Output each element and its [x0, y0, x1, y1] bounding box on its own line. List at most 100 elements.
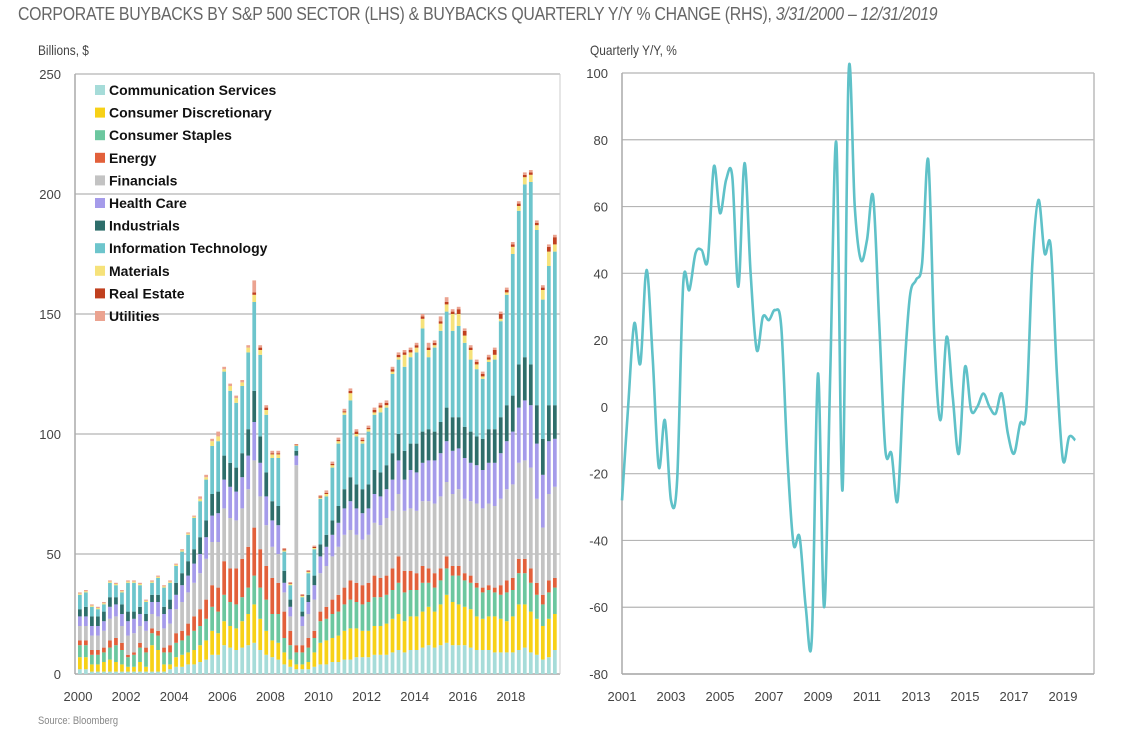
bar-segment	[96, 664, 100, 672]
legend-label: Energy	[109, 150, 157, 166]
bar-segment	[222, 508, 227, 562]
bar-segment	[342, 659, 347, 674]
bar-segment	[300, 669, 305, 674]
bar-segment	[474, 436, 479, 466]
bar-segment	[360, 630, 365, 658]
bar-segment	[84, 616, 88, 626]
bar-segment	[246, 347, 251, 353]
bar-segment	[324, 640, 329, 665]
bar-segment	[312, 630, 317, 638]
bar-segment	[270, 520, 275, 547]
bar-segment	[330, 614, 335, 638]
bar-segment	[294, 455, 299, 466]
bar-segment	[546, 405, 551, 442]
bar-segment	[246, 645, 251, 674]
bar-segment	[528, 611, 533, 653]
bar-segment	[132, 618, 136, 634]
bar-segment	[372, 522, 377, 576]
bar-segment	[324, 566, 329, 607]
bar-segment	[324, 492, 329, 494]
bar-segment	[432, 611, 437, 648]
bar-segment	[462, 573, 467, 581]
bar-segment	[246, 429, 251, 456]
bar-segment	[366, 431, 371, 485]
bar-segment	[528, 170, 533, 173]
bar-segment	[174, 564, 178, 566]
bar-segment	[348, 580, 353, 600]
bar-segment	[84, 669, 88, 674]
bar-segment	[438, 330, 443, 422]
bar-segment	[438, 323, 443, 331]
bar-segment	[414, 347, 419, 353]
bar-segment	[180, 549, 184, 551]
bar-segment	[378, 412, 383, 473]
bar-segment	[396, 494, 401, 557]
bar-segment	[528, 652, 533, 674]
legend-swatch	[95, 311, 105, 321]
bar-segment	[546, 580, 551, 593]
bar-segment	[204, 477, 208, 480]
bar-segment	[252, 292, 257, 295]
bar-segment	[534, 618, 539, 655]
legend-label: Consumer Staples	[109, 127, 232, 143]
bar-segment	[498, 311, 503, 314]
bar-segment	[468, 647, 473, 674]
bar-segment	[156, 594, 160, 602]
bar-segment	[96, 626, 100, 636]
bar-segment	[210, 606, 215, 631]
bar-segment	[348, 390, 353, 394]
bar-segment	[162, 587, 166, 607]
bar-segment	[102, 604, 106, 612]
bar-segment	[540, 299, 545, 439]
bar-segment	[300, 611, 305, 617]
bar-segment	[150, 580, 154, 582]
bar-segment	[102, 611, 106, 622]
bar-segment	[156, 576, 160, 578]
bar-segment	[228, 518, 233, 569]
bar-segment	[402, 352, 407, 355]
bar-segment	[90, 604, 94, 606]
bar-segment	[324, 490, 329, 493]
bar-segment	[150, 628, 154, 634]
bar-segment	[510, 590, 515, 617]
bar-segment	[300, 595, 305, 596]
bar-segment	[282, 592, 287, 612]
bar-segment	[276, 454, 281, 458]
bar-segment	[258, 650, 263, 674]
bar-segment	[234, 467, 239, 492]
bar-segment	[420, 316, 425, 319]
bar-segment	[498, 314, 503, 319]
bar-segment	[282, 582, 287, 593]
bar-segment	[516, 210, 521, 365]
bar-segment	[120, 591, 124, 593]
bar-segment	[174, 642, 178, 658]
bar-segment	[174, 609, 178, 634]
legend-label: Utilities	[109, 308, 160, 324]
bar-segment	[294, 450, 299, 456]
bar-segment	[102, 647, 106, 653]
bar-segment	[534, 594, 539, 619]
bar-segment	[438, 604, 443, 646]
bar-segment	[78, 640, 82, 646]
bar-segment	[156, 630, 160, 636]
bar-segment	[210, 446, 215, 494]
bar-segment	[462, 426, 467, 458]
bar-segment	[132, 654, 136, 667]
bar-segment	[360, 585, 365, 605]
bar-segment	[306, 614, 311, 638]
bar-segment	[186, 623, 190, 636]
x-tick-label: 2019	[1049, 689, 1078, 704]
bar-segment	[528, 174, 533, 182]
bar-segment	[240, 597, 245, 622]
bar-segment	[270, 458, 275, 502]
bar-segment	[300, 596, 305, 598]
bar-segment	[336, 437, 341, 440]
bar-segment	[162, 664, 166, 672]
bar-segment	[468, 462, 473, 502]
bar-segment	[198, 498, 202, 502]
bar-segment	[402, 350, 407, 353]
bar-segment	[252, 460, 257, 528]
bar-segment	[264, 630, 269, 655]
bar-segment	[318, 544, 323, 557]
bar-segment	[522, 172, 527, 175]
